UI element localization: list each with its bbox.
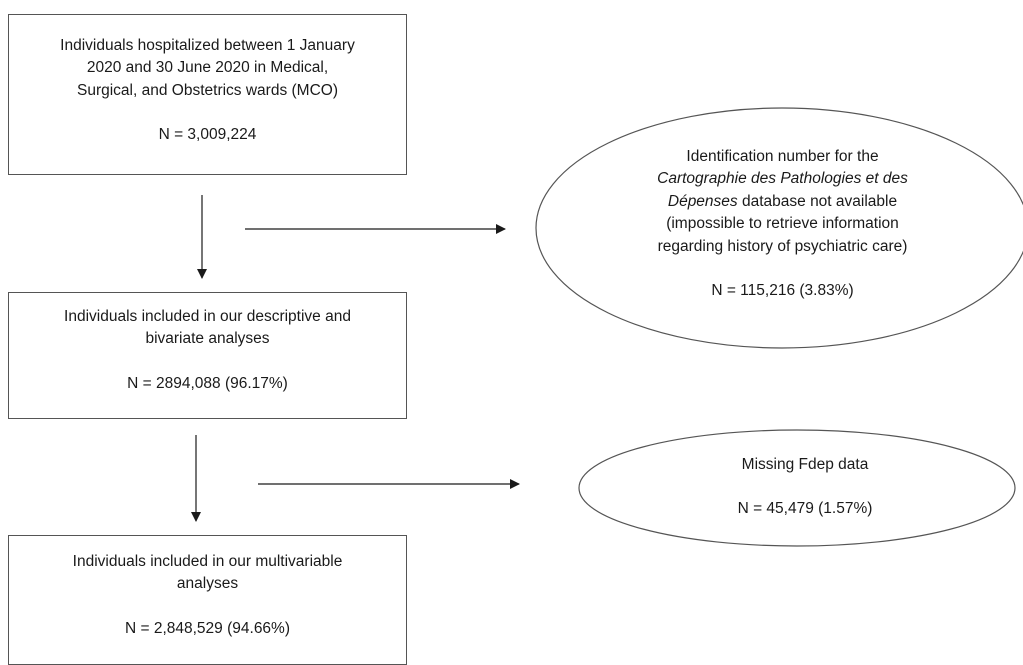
exclusion-1-text: Identification number for the Cartograph…	[560, 146, 1005, 303]
exclusion-ellipse-1	[535, 107, 1023, 349]
descriptive-analysis-box: Individuals included in our descriptive …	[8, 292, 407, 419]
exclusion-text-rest: database not available	[737, 192, 898, 210]
box-count: N = 2,848,529 (94.66%)	[124, 619, 290, 637]
hospitalized-box: Individuals hospitalized between 1 Janua…	[8, 14, 407, 175]
box-text-line: Individuals hospitalized between 1 Janua…	[60, 37, 355, 54]
exclusion-text-line: Dépenses database not available	[560, 191, 1005, 213]
exclusion-text-line: Cartographie des Pathologies et des	[560, 168, 1005, 190]
box-text-line: Individuals included in our multivariabl…	[72, 553, 343, 570]
exclusion-ellipse-2	[578, 429, 1016, 547]
exclusion-count: N = 115,216 (3.83%)	[711, 282, 854, 300]
exclusion-text-line: (impossible to retrieve information	[666, 215, 899, 233]
exclusion-text-line: regarding history of psychiatric care)	[657, 237, 908, 255]
box-count: N = 3,009,224	[158, 126, 257, 144]
box-text-line: bivariate analyses	[145, 330, 270, 348]
exclusion-count: N = 45,479 (1.57%)	[737, 500, 873, 518]
exclusion-2-text: Missing Fdep data N = 45,479 (1.57%)	[600, 454, 1010, 521]
box-text-line: Surgical, and Obstetrics wards (MCO)	[77, 81, 338, 99]
box-text-line: Individuals included in our descriptive …	[64, 308, 351, 325]
exclusion-italic-text: Cartographie des Pathologies et des	[657, 170, 908, 188]
exclusion-italic-text: Dépenses	[667, 192, 738, 210]
box-text-line: 2020 and 30 June 2020 in Medical,	[86, 59, 329, 77]
exclusion-text-line: Identification number for the	[686, 148, 879, 165]
box-text-line: analyses	[176, 575, 239, 593]
exclusion-label: Missing Fdep data	[741, 456, 869, 473]
box-count: N = 2894,088 (96.17%)	[127, 374, 288, 392]
multivariable-analysis-box: Individuals included in our multivariabl…	[8, 535, 407, 665]
